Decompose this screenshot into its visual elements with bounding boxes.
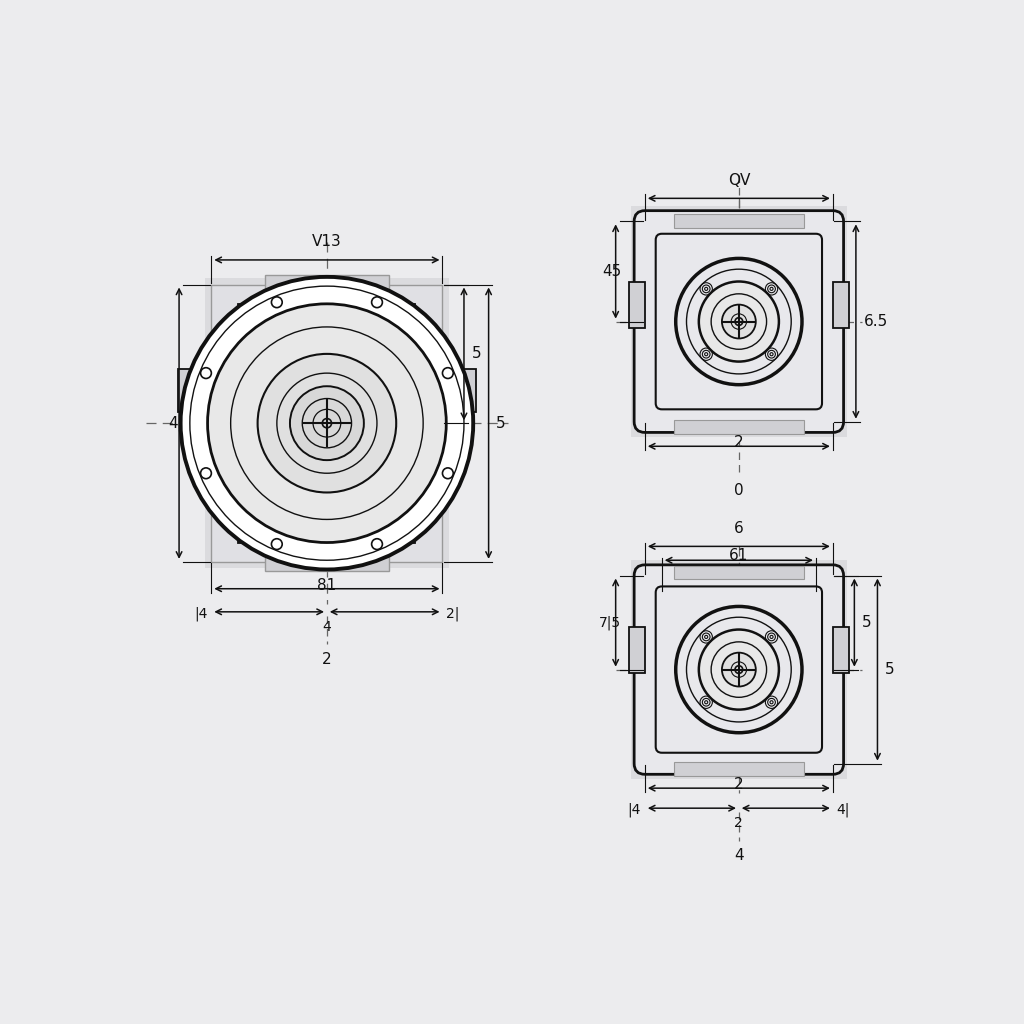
- Text: 6: 6: [734, 520, 743, 536]
- Text: 6.5: 6.5: [863, 314, 888, 329]
- Circle shape: [722, 652, 756, 686]
- Text: 5: 5: [472, 346, 481, 361]
- Text: 5: 5: [862, 615, 871, 630]
- Bar: [205, 279, 449, 568]
- Text: 2: 2: [734, 435, 743, 451]
- Circle shape: [698, 282, 779, 361]
- Bar: [631, 560, 847, 779]
- FancyBboxPatch shape: [634, 565, 844, 774]
- Bar: [833, 283, 849, 329]
- Text: 4: 4: [734, 848, 743, 863]
- Circle shape: [258, 354, 396, 493]
- Bar: [674, 214, 804, 227]
- Text: 2: 2: [734, 777, 743, 792]
- Text: 2: 2: [734, 816, 743, 829]
- Text: 4: 4: [168, 416, 178, 431]
- Circle shape: [442, 468, 454, 478]
- Text: 0: 0: [734, 483, 743, 499]
- Circle shape: [201, 368, 211, 379]
- Bar: [265, 557, 388, 571]
- Circle shape: [722, 304, 756, 339]
- Text: 61: 61: [729, 548, 749, 563]
- Bar: [239, 304, 416, 543]
- Bar: [674, 762, 804, 776]
- Bar: [629, 283, 645, 329]
- Circle shape: [208, 304, 446, 543]
- Text: 2|: 2|: [446, 606, 460, 621]
- Bar: [211, 285, 442, 562]
- Circle shape: [372, 539, 382, 550]
- Text: |4: |4: [195, 606, 208, 621]
- Bar: [442, 370, 475, 412]
- Bar: [833, 628, 849, 674]
- Circle shape: [442, 368, 454, 379]
- Circle shape: [271, 539, 283, 550]
- Text: QV: QV: [728, 173, 750, 187]
- Text: V13: V13: [312, 234, 342, 249]
- Text: 4: 4: [323, 620, 332, 634]
- Circle shape: [372, 297, 382, 307]
- Bar: [674, 420, 804, 434]
- Circle shape: [180, 276, 473, 569]
- Text: 81: 81: [317, 578, 337, 593]
- Text: 4|: 4|: [837, 803, 850, 817]
- Text: 5: 5: [885, 663, 895, 677]
- Bar: [629, 628, 645, 674]
- Text: 2: 2: [323, 652, 332, 667]
- Circle shape: [271, 297, 283, 307]
- Bar: [178, 370, 211, 412]
- Bar: [674, 565, 804, 580]
- Bar: [631, 206, 847, 437]
- Circle shape: [290, 386, 364, 460]
- Circle shape: [698, 630, 779, 710]
- FancyBboxPatch shape: [634, 211, 844, 432]
- Circle shape: [201, 468, 211, 478]
- Text: |4: |4: [628, 803, 641, 817]
- Text: 5: 5: [497, 416, 506, 431]
- Bar: [265, 275, 388, 289]
- Text: 45: 45: [602, 264, 621, 279]
- Text: 7|5: 7|5: [599, 615, 621, 630]
